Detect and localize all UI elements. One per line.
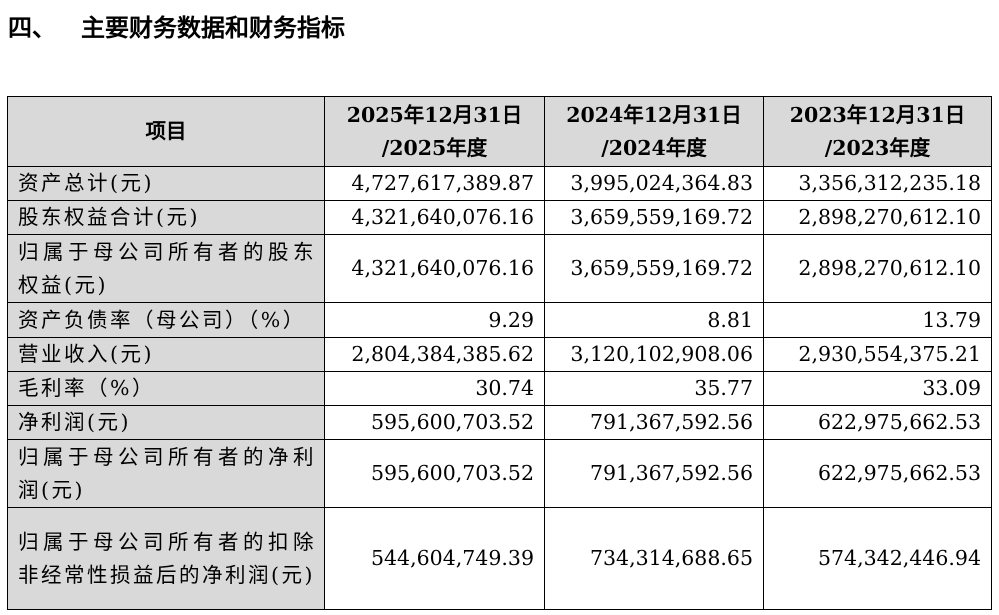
row-value: 3,659,559,169.72 (544, 234, 764, 303)
row-value: 622,975,662.53 (763, 439, 992, 508)
row-label: 净利润(元) (7, 405, 325, 440)
table-row: 归属于母公司所有者的股东权益(元) 4,321,640,076.16 3,659… (7, 234, 992, 303)
row-value: 595,600,703.52 (324, 439, 545, 508)
row-value: 3,995,024,364.83 (544, 166, 764, 201)
row-label: 毛利率（%） (7, 371, 325, 406)
header-period-year: /2023年度 (824, 135, 931, 160)
row-label: 股东权益合计(元) (7, 200, 325, 235)
row-value: 33.09 (763, 371, 992, 406)
table-row: 归属于母公司所有者的净利润(元) 595,600,703.52 791,367,… (7, 439, 992, 508)
row-value: 622,975,662.53 (763, 405, 992, 440)
row-value: 3,356,312,235.18 (763, 166, 992, 201)
row-label: 归属于母公司所有者的扣除非经常性损益后的净利润(元) (7, 507, 325, 610)
section-title: 主要财务数据和财务指标 (81, 14, 345, 42)
row-label: 归属于母公司所有者的净利润(元) (7, 439, 325, 508)
row-value: 2,804,384,385.62 (324, 337, 545, 372)
row-label: 资产负债率（母公司）（%） (7, 302, 325, 338)
row-label: 营业收入(元) (7, 337, 325, 372)
table-row: 归属于母公司所有者的扣除非经常性损益后的净利润(元) 544,604,749.3… (7, 507, 992, 610)
row-value: 734,314,688.65 (544, 507, 764, 610)
row-value: 2,898,270,612.10 (763, 200, 992, 235)
row-value: 2,898,270,612.10 (763, 234, 992, 303)
row-value: 30.74 (324, 371, 545, 406)
row-value: 4,321,640,076.16 (324, 234, 545, 303)
header-period-date: 2023年12月31日 (789, 102, 966, 127)
row-value: 791,367,592.56 (544, 405, 764, 440)
header-period-2024: 2024年12月31日 /2024年度 (544, 96, 764, 167)
table-row: 资产负债率（母公司）（%） 9.29 8.81 13.79 (7, 302, 992, 338)
header-period-year: /2025年度 (381, 135, 488, 160)
table-row: 营业收入(元) 2,804,384,385.62 3,120,102,908.0… (7, 337, 992, 372)
section-heading: 四、 主要财务数据和财务指标 (8, 12, 345, 44)
header-period-2023: 2023年12月31日 /2023年度 (763, 96, 992, 167)
header-period-date: 2024年12月31日 (566, 102, 742, 127)
table-row: 资产总计(元) 4,727,617,389.87 3,995,024,364.8… (7, 166, 992, 201)
row-value: 574,342,446.94 (763, 507, 992, 610)
header-period-year: /2024年度 (601, 135, 707, 160)
row-value: 8.81 (544, 302, 764, 338)
row-value: 13.79 (763, 302, 992, 338)
table-header-row: 项目 2025年12月31日 /2025年度 2024年12月31日 /2024… (7, 96, 992, 167)
row-value: 3,659,559,169.72 (544, 200, 764, 235)
row-value: 544,604,749.39 (324, 507, 545, 610)
header-period-2025: 2025年12月31日 /2025年度 (324, 96, 545, 167)
header-item: 项目 (7, 96, 325, 167)
table-row: 股东权益合计(元) 4,321,640,076.16 3,659,559,169… (7, 200, 992, 235)
section-number: 四、 (8, 14, 56, 42)
row-label: 资产总计(元) (7, 166, 325, 201)
table-row: 毛利率（%） 30.74 35.77 33.09 (7, 371, 992, 406)
row-value: 9.29 (324, 302, 545, 338)
table-row: 净利润(元) 595,600,703.52 791,367,592.56 622… (7, 405, 992, 440)
row-value: 595,600,703.52 (324, 405, 545, 440)
header-period-date: 2025年12月31日 (346, 102, 523, 127)
row-value: 4,727,617,389.87 (324, 166, 545, 201)
row-value: 3,120,102,908.06 (544, 337, 764, 372)
row-label: 归属于母公司所有者的股东权益(元) (7, 234, 325, 303)
row-value: 791,367,592.56 (544, 439, 764, 508)
row-value: 4,321,640,076.16 (324, 200, 545, 235)
row-value: 2,930,554,375.21 (763, 337, 992, 372)
financial-data-table: 项目 2025年12月31日 /2025年度 2024年12月31日 /2024… (7, 96, 992, 610)
row-value: 35.77 (544, 371, 764, 406)
